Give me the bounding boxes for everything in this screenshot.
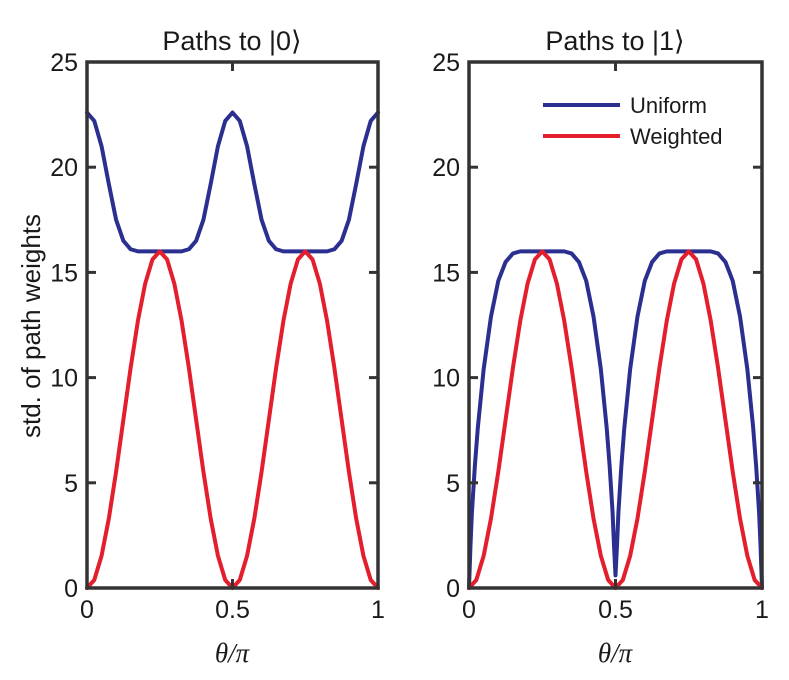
- right-plot-title: Paths to |1⟩: [545, 26, 684, 56]
- left-ytick-label: 0: [64, 575, 78, 603]
- left-plot-panel: Paths to |0⟩ std. of path weights θ/π 0 5…: [16, 26, 385, 668]
- legend-weighted-label: Weighted: [630, 124, 723, 149]
- left-ytick-label: 10: [50, 365, 78, 393]
- legend-uniform-label: Uniform: [630, 93, 707, 118]
- right-ytick-label: 0: [446, 575, 460, 603]
- right-plot-x-axis-label: θ/π: [598, 638, 634, 668]
- right-series-uniform-line: [467, 249, 764, 590]
- right-xtick-label: 1: [755, 596, 769, 624]
- right-ytick-label: 20: [432, 154, 460, 182]
- left-plot-area: [87, 62, 378, 588]
- right-ytick-label: 10: [432, 365, 460, 393]
- right-axes-frame: [467, 60, 764, 590]
- right-xtick-label: 0: [462, 596, 476, 624]
- left-plot-title: Paths to |0⟩: [162, 26, 301, 56]
- right-ytick-label: 25: [432, 49, 460, 77]
- left-ytick-label: 15: [50, 259, 78, 287]
- left-plot-x-axis-label: θ/π: [215, 638, 251, 668]
- left-ytick-label: 5: [64, 470, 78, 498]
- right-ytick-label: 5: [446, 470, 460, 498]
- left-plot-y-axis-label: std. of path weights: [16, 214, 46, 438]
- left-xtick-label: 1: [371, 596, 385, 624]
- left-ytick-label: 25: [50, 49, 78, 77]
- left-xtick-label: 0.5: [215, 596, 250, 624]
- left-xtick-label: 0: [80, 596, 94, 624]
- right-xtick-label: 0.5: [598, 596, 633, 624]
- left-series-uniform-line: [85, 110, 380, 254]
- left-ytick-label: 20: [50, 154, 78, 182]
- right-ytick-label: 15: [432, 259, 460, 287]
- left-axes-frame: [85, 60, 380, 590]
- right-plot-panel: Paths to |1⟩ θ/π 0 5 10 15 20 25 0 0.5 1 Uniform…: [432, 26, 769, 668]
- legend: Uniform Weighted: [543, 93, 723, 149]
